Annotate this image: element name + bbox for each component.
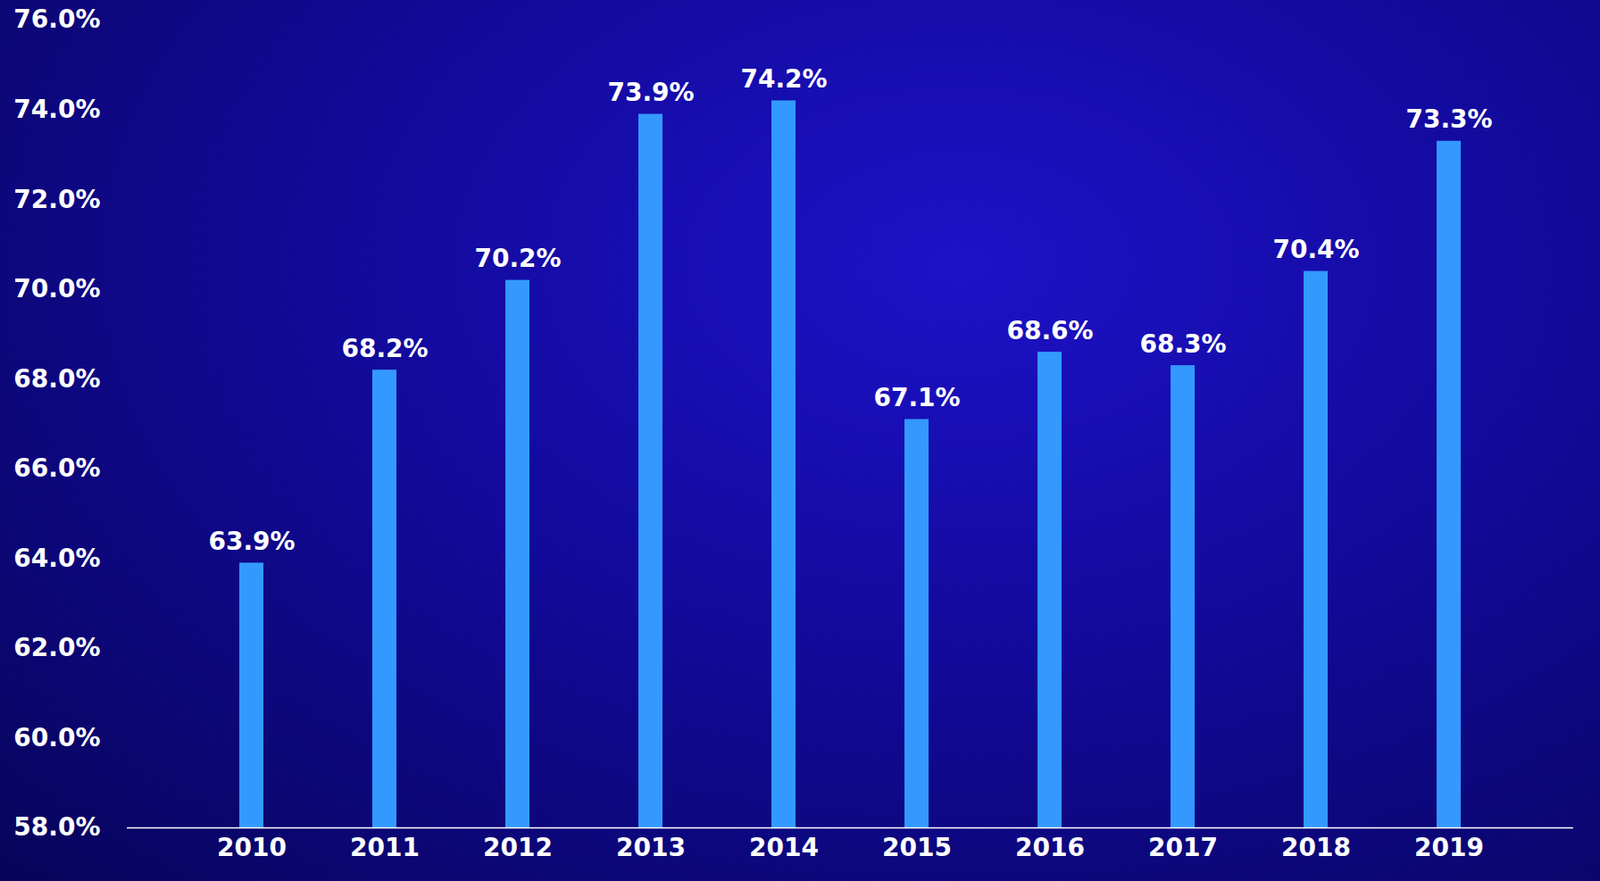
svg-text:73.3%: 73.3% <box>1405 104 1492 134</box>
svg-text:68.2%: 68.2% <box>341 333 428 364</box>
svg-text:74.2%: 74.2% <box>740 64 827 94</box>
svg-text:68.0%: 68.0% <box>13 364 100 394</box>
svg-text:60.0%: 60.0% <box>13 723 100 753</box>
svg-text:58.0%: 58.0% <box>13 812 100 842</box>
svg-text:76.0%: 76.0% <box>13 4 100 34</box>
svg-text:63.9%: 63.9% <box>208 526 295 557</box>
svg-text:2013: 2013 <box>616 833 686 863</box>
svg-text:68.6%: 68.6% <box>1006 316 1093 346</box>
svg-text:2015: 2015 <box>882 833 952 863</box>
svg-text:2017: 2017 <box>1148 833 1218 863</box>
svg-text:70.2%: 70.2% <box>474 243 561 274</box>
svg-text:68.3%: 68.3% <box>1139 329 1226 359</box>
svg-text:66.0%: 66.0% <box>13 453 100 484</box>
svg-text:2018: 2018 <box>1281 833 1351 863</box>
svg-text:2014: 2014 <box>749 833 819 863</box>
svg-text:2010: 2010 <box>216 833 287 863</box>
svg-text:64.0%: 64.0% <box>13 543 100 574</box>
svg-text:67.1%: 67.1% <box>873 383 960 413</box>
svg-text:2011: 2011 <box>350 833 420 863</box>
svg-text:2012: 2012 <box>483 833 553 863</box>
svg-text:74.0%: 74.0% <box>13 94 100 125</box>
svg-text:73.9%: 73.9% <box>607 77 694 108</box>
svg-text:72.0%: 72.0% <box>13 184 100 215</box>
svg-text:2016: 2016 <box>1015 833 1085 863</box>
svg-text:70.4%: 70.4% <box>1272 234 1359 265</box>
svg-text:62.0%: 62.0% <box>13 633 100 663</box>
svg-text:70.0%: 70.0% <box>13 274 100 304</box>
svg-text:2019: 2019 <box>1414 833 1484 863</box>
